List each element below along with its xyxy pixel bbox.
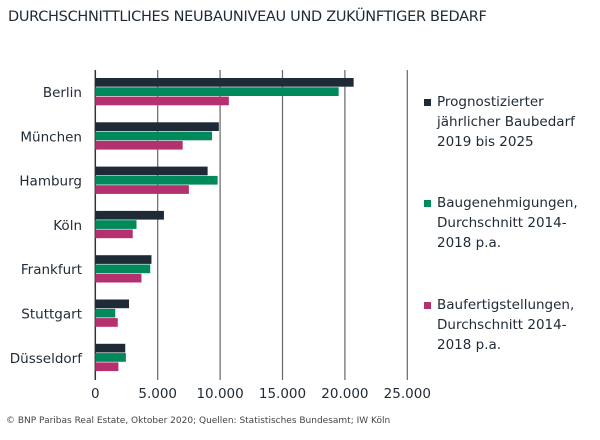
x-tick-label: 5.000 <box>138 386 177 402</box>
bar <box>95 308 116 318</box>
bar <box>95 175 218 185</box>
x-tick-label: 15.000 <box>259 386 306 402</box>
category-label: Frankfurt <box>21 262 82 278</box>
bar <box>95 131 212 141</box>
category-label: Hamburg <box>19 174 82 190</box>
x-tick-label: 25.000 <box>384 386 431 402</box>
bar <box>95 353 126 362</box>
bar <box>95 229 133 239</box>
category-label: Berlin <box>43 85 82 101</box>
category-label: München <box>20 129 82 145</box>
bar <box>95 273 142 283</box>
legend-item-baubedarf: Prognostizierter jährlicher Baubedarf 20… <box>424 92 575 152</box>
bar <box>95 87 339 96</box>
legend-item-baugenehmigungen: Baugenehmigungen, Durchschnitt 2014- 201… <box>424 193 578 253</box>
source-note: © BNP Paribas Real Estate, Oktober 2020;… <box>6 416 391 426</box>
legend-swatch <box>424 99 431 106</box>
legend-swatch <box>424 302 431 309</box>
x-tick-label: 10.000 <box>196 386 243 402</box>
bar <box>95 220 137 229</box>
bar <box>95 299 129 309</box>
bar <box>95 166 208 176</box>
legend-swatch <box>424 200 431 207</box>
bar <box>95 185 189 194</box>
bar <box>95 78 354 87</box>
legend-label: Baufertigstellungen, Durchschnitt 2014- … <box>437 297 575 353</box>
bar <box>95 264 151 274</box>
legend-item-baufertigstellungen: Baufertigstellungen, Durchschnitt 2014- … <box>424 295 574 355</box>
bar <box>95 255 152 264</box>
chart-title: DURCHSCHNITTLICHES NEUBAUNIVEAU UND ZUKÜ… <box>8 9 487 25</box>
bar <box>95 140 183 150</box>
x-tick-label: 0 <box>91 386 100 402</box>
category-label: Köln <box>53 218 82 234</box>
category-label: Stuttgart <box>21 307 82 323</box>
bar <box>95 122 219 131</box>
legend-label: Baugenehmigungen, Durchschnitt 2014- 201… <box>437 195 578 251</box>
bar <box>95 362 119 372</box>
bar <box>95 210 164 220</box>
category-label: Düsseldorf <box>10 351 83 367</box>
bar <box>95 343 126 353</box>
bar <box>95 318 118 327</box>
x-tick-label: 20.000 <box>321 386 368 402</box>
legend-label: Prognostizierter jährlicher Baubedarf 20… <box>437 94 575 150</box>
bar <box>95 96 229 106</box>
